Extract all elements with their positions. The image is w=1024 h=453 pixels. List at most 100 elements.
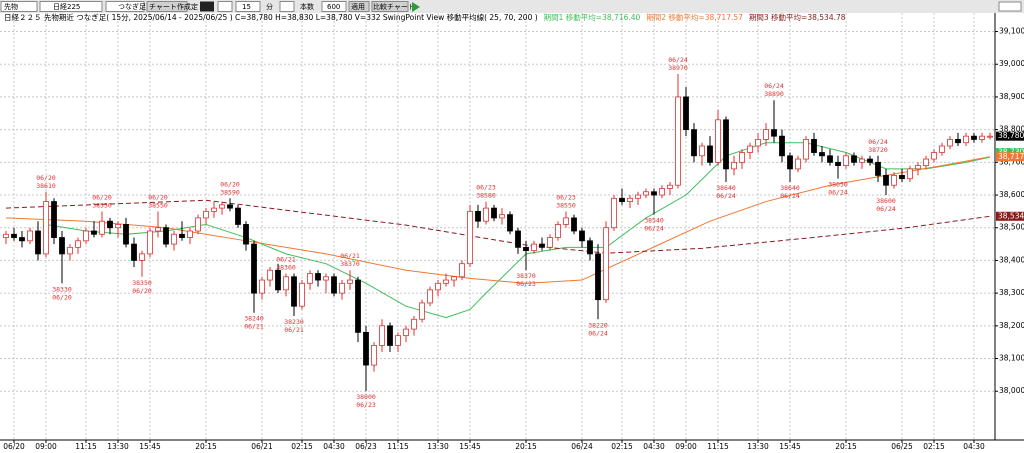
candle-body: [771, 129, 777, 137]
input[interactable]: [321, 1, 347, 12]
price-tag: [996, 211, 1024, 221]
candle-body: [563, 217, 569, 225]
button[interactable]: [348, 1, 370, 12]
swing-date: 06/24: [828, 189, 848, 197]
candle-body: [739, 152, 745, 163]
swing-price: 38240: [244, 315, 264, 323]
toolbar-item: 本数: [300, 2, 314, 11]
candle-body: [851, 155, 857, 163]
candle-body: [683, 96, 689, 131]
candle-body: [475, 210, 481, 222]
candle-body: [947, 139, 953, 147]
window-button[interactable]: [998, 1, 1022, 12]
candle-body: [67, 246, 73, 255]
button[interactable]: [279, 1, 295, 12]
candle-body: [331, 276, 337, 294]
button[interactable]: [371, 1, 409, 12]
candle-body: [419, 302, 425, 320]
swing-price: 38610: [36, 182, 56, 190]
candle-body: [603, 227, 609, 301]
swing-price: 38970: [668, 64, 688, 72]
candle-body: [531, 243, 537, 252]
toolbar-item: 15: [242, 3, 251, 11]
swing-price: 38580: [476, 192, 496, 200]
x-tick-label: 15:45: [459, 442, 481, 451]
toolbar-item: 分: [266, 2, 273, 11]
candle-body: [171, 233, 177, 245]
button[interactable]: [200, 1, 214, 12]
candle-body: [659, 188, 665, 196]
candle-body: [763, 129, 769, 140]
price-tag-label: 38,780: [998, 131, 1024, 140]
candle-body: [187, 230, 193, 238]
swing-price: 38360: [276, 264, 296, 272]
swing-date: 06/24: [780, 192, 800, 200]
candle-body: [59, 237, 65, 255]
candle-body: [523, 246, 529, 252]
candle-body: [35, 230, 41, 255]
swing-price: 38330: [52, 285, 72, 293]
spinner[interactable]: [235, 1, 261, 12]
toolbar-item: 先物: [4, 2, 18, 11]
candle-body: [387, 325, 393, 346]
swing-date: 06/24: [644, 225, 664, 233]
candle-body: [835, 161, 841, 167]
candle-body: [555, 224, 561, 238]
candle-body: [283, 276, 289, 291]
candle-body: [435, 282, 441, 291]
candle-body: [923, 158, 929, 167]
legend-entry: 期間1 移動平均=38,716.40: [544, 12, 641, 22]
candle-body: [787, 155, 793, 170]
candle-body: [3, 233, 9, 238]
swing-date: 06/24: [588, 329, 608, 337]
candle-body: [955, 139, 961, 144]
x-tick-label: 13:30: [747, 442, 769, 451]
chart-header: 日経２２５ 先物期近 つなぎ足( 15分, 2025/06/14 - 2025/…: [4, 12, 846, 22]
candle-body: [427, 289, 433, 304]
x-tick-label: 11:15: [387, 442, 409, 451]
dropdown[interactable]: [105, 1, 145, 12]
swing-date: 06/23: [516, 280, 536, 288]
swing-date: 06/23: [556, 193, 576, 201]
candle-body: [243, 224, 249, 245]
button[interactable]: [146, 1, 188, 12]
candle-body: [155, 227, 161, 232]
candle-body: [811, 139, 817, 153]
dropdown[interactable]: [0, 1, 38, 12]
button[interactable]: [217, 1, 233, 12]
candle-body: [75, 240, 81, 248]
candle-body: [707, 145, 713, 163]
x-tick-label: 13:30: [107, 442, 129, 451]
candle-body: [299, 282, 305, 307]
candle-body: [675, 96, 681, 186]
candle-body: [963, 135, 969, 144]
swing-price: 38640: [780, 184, 800, 192]
candle-body: [571, 217, 577, 232]
candle-body: [203, 210, 209, 219]
candle-body: [451, 276, 457, 281]
y-tick-label: 38,300: [999, 288, 1024, 297]
swing-price: 38590: [220, 188, 240, 196]
swing-price: 38370: [340, 260, 360, 268]
swing-price: 38370: [516, 272, 536, 280]
candle-body: [467, 210, 473, 265]
candle-body: [643, 191, 649, 196]
y-tick-label: 39,000: [999, 59, 1024, 68]
x-tick-label: 02:15: [923, 442, 945, 451]
swing-date: 06/24: [764, 82, 784, 90]
swing-price: 38000: [356, 393, 376, 401]
swing-date: 06/20: [148, 193, 168, 201]
dropdown[interactable]: [39, 1, 103, 12]
swing-date: 06/20: [220, 180, 240, 188]
candle-body: [491, 207, 497, 219]
price-tag: [996, 131, 1024, 141]
y-tick-label: 38,200: [999, 321, 1024, 330]
swing-price: 38550: [92, 201, 112, 209]
x-tick-label: 04:30: [323, 442, 345, 451]
swing-date: 06/20: [92, 193, 112, 201]
candle-body: [987, 135, 993, 138]
swing-date: 06/21: [276, 256, 296, 264]
y-tick-label: 38,900: [999, 92, 1024, 101]
candle-body: [651, 191, 657, 196]
play-button[interactable]: [412, 2, 420, 12]
